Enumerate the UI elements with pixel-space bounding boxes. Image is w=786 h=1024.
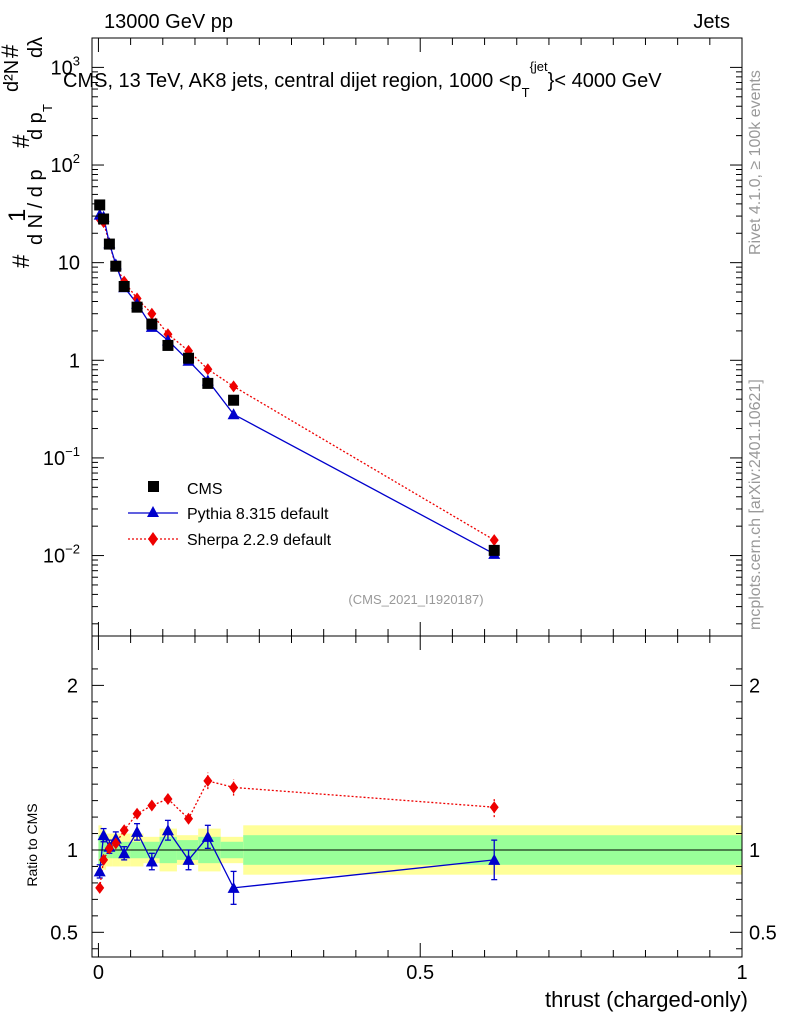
main-sherpa-point [229, 380, 239, 393]
plot-title: CMS, 13 TeV, AK8 jets, central dijet reg… [63, 59, 662, 100]
ratio-sherpa-point [99, 853, 109, 866]
y-label-sub: T [40, 104, 55, 112]
y-tick-label: 103 [51, 53, 80, 79]
ratio-y-tick-label-right: 2 [749, 675, 760, 697]
ratio-pythia-point [118, 847, 131, 859]
y-label-hash3: # [0, 44, 24, 58]
main-cms-point [183, 352, 195, 364]
main-cms-point [131, 301, 143, 313]
ratio-sherpa-point [489, 801, 499, 814]
legend: CMS Pythia 8.315 default Sherpa 2.2.9 de… [128, 481, 332, 549]
y-tick-label: 10 [58, 253, 80, 275]
main-cms-point [162, 339, 174, 351]
ratio-y-tick-label-right: 1 [749, 840, 760, 862]
x-tick-label: 0 [93, 962, 104, 984]
ratio-sherpa-point [229, 781, 239, 794]
main-pythia-point [227, 408, 240, 420]
y-label-num1: 1 [4, 209, 31, 222]
legend-sherpa-label: Sherpa 2.2.9 default [187, 532, 332, 549]
x-tick-label: 1 [736, 962, 747, 984]
main-cms-point [488, 544, 500, 556]
main-sherpa-point [203, 363, 213, 376]
ratio-y-label: Ratio to CMS [24, 803, 40, 886]
ratio-y-tick-label: 1 [67, 840, 78, 862]
y-label-hash1: # [8, 254, 35, 268]
ratio-pythia-point [93, 865, 106, 877]
category-label: Jets [693, 11, 730, 33]
ratio-pythia-point [97, 829, 110, 841]
ratio-sherpa-point [147, 799, 157, 812]
legend-pythia-marker [147, 506, 159, 517]
ratio-sherpa-point [132, 807, 142, 820]
main-cms-point [228, 394, 240, 406]
ratio-sherpa-point [119, 824, 129, 837]
energy-label: 13000 GeV pp [104, 11, 233, 33]
main-cms-point [146, 318, 158, 330]
y-tick-label: 10−2 [43, 542, 80, 568]
main-panel: 10−2 10−1 1 10 102 103 CMS, 13 TeV, AK8 jets,… [0, 37, 743, 637]
main-cms-point [202, 377, 214, 389]
ratio-sherpa-point [111, 837, 121, 850]
main-sherpa-point [147, 307, 157, 320]
ratio-sherpa-point [95, 881, 105, 894]
y-axis-label: # 1 d N / d p # d²N d p T # dλ [0, 37, 55, 268]
y-label-den2: d p [25, 112, 47, 140]
rivet-version-label: Rivet 4.1.0, ≥ 100k events [747, 70, 764, 255]
y-label-num2: d²N [1, 60, 23, 92]
main-cms-point [103, 238, 115, 250]
main-pythia-line [99, 214, 495, 555]
x-tick-label: 0.5 [406, 962, 434, 984]
main-cms-point [98, 213, 110, 225]
main-cms-point [118, 280, 130, 292]
ratio-sherpa-point [203, 774, 213, 787]
ratio-y-tick-label-right: 0.5 [749, 922, 777, 944]
y-tick-label: 10−1 [43, 444, 80, 470]
ratio-plot-frame [91, 635, 743, 958]
y-tick-label: 102 [51, 151, 80, 177]
main-sherpa-line [99, 218, 495, 541]
ratio-pythia-point [145, 855, 158, 867]
x-axis-label: thrust (charged-only) [545, 987, 748, 1012]
ratio-pythia-point [131, 825, 144, 837]
y-label-den1: d N / d p [25, 169, 47, 245]
main-cms-point [110, 260, 122, 272]
ratio-pythia-point [201, 830, 214, 842]
main-cms-point [94, 199, 106, 211]
main-sherpa-point [163, 328, 173, 341]
legend-cms-marker [148, 481, 159, 492]
main-sherpa-point [489, 534, 499, 547]
ratio-pythia-point [182, 853, 195, 865]
legend-pythia-label: Pythia 8.315 default [187, 506, 329, 523]
source-label: mcplots.cern.ch [arXiv:2401.10621] [747, 379, 764, 630]
legend-cms-label: CMS [187, 481, 223, 498]
ratio-y-tick-label: 2 [67, 675, 78, 697]
y-tick-label: 1 [69, 350, 80, 372]
ratio-sherpa-point [184, 812, 194, 825]
legend-sherpa-marker [148, 532, 158, 546]
y-label-hash2: # [8, 134, 35, 148]
ratio-panel: 0.5 0.51 12 20 0.5 1 Ratio to CMS [24, 635, 777, 984]
analysis-watermark: (CMS_2021_I1920187) [348, 592, 483, 607]
y-label-tail: dλ [25, 37, 47, 58]
ratio-pythia-point [227, 881, 240, 893]
ratio-y-tick-label: 0.5 [50, 922, 78, 944]
ratio-sherpa-point [104, 842, 114, 855]
ratio-sherpa-point [163, 792, 173, 805]
ratio-pythia-point [161, 824, 174, 836]
ratio-pythia-point [488, 853, 501, 865]
